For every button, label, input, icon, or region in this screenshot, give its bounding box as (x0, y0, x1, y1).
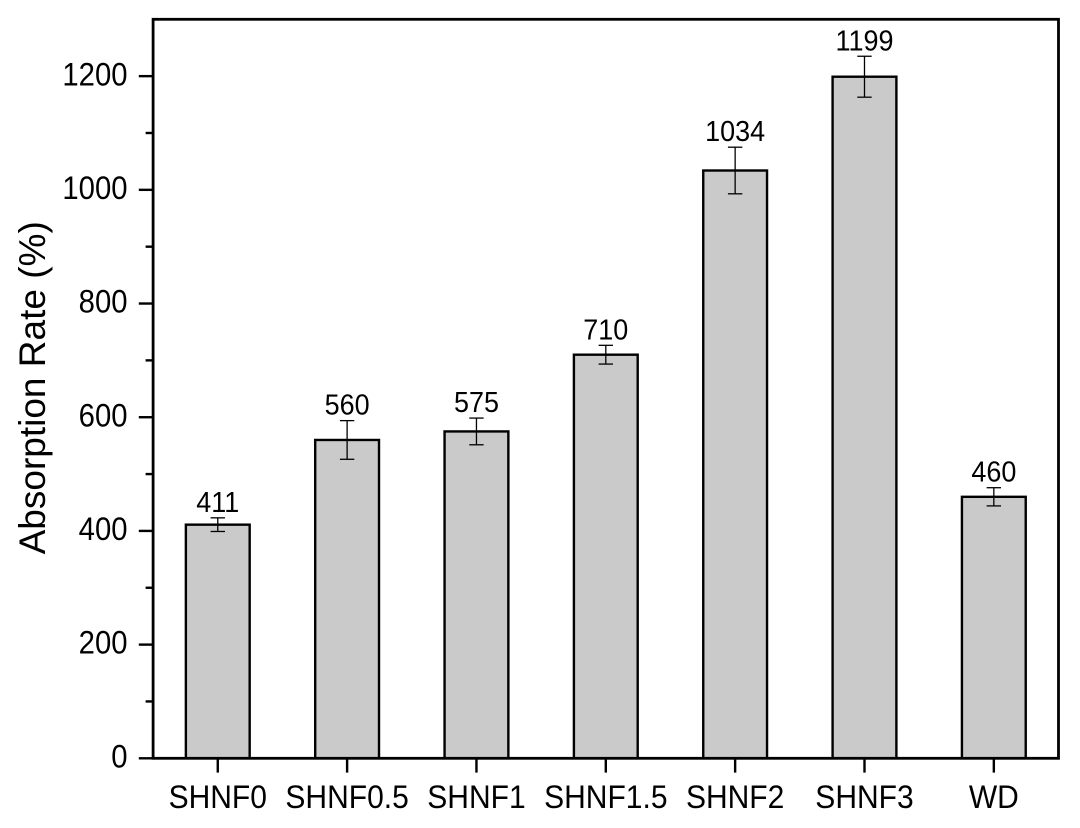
svg-text:SHNF0: SHNF0 (169, 779, 267, 815)
svg-text:SHNF1.5: SHNF1.5 (544, 779, 667, 815)
svg-text:710: 710 (583, 313, 628, 345)
svg-text:575: 575 (454, 386, 499, 418)
svg-text:800: 800 (79, 284, 128, 319)
svg-text:1000: 1000 (62, 171, 127, 206)
svg-text:SHNF0.5: SHNF0.5 (285, 779, 408, 815)
svg-text:1199: 1199 (835, 24, 893, 56)
svg-text:0: 0 (111, 739, 127, 774)
svg-text:SHNF2: SHNF2 (686, 779, 784, 815)
svg-text:600: 600 (79, 398, 128, 433)
svg-text:460: 460 (971, 456, 1016, 488)
svg-text:560: 560 (325, 389, 370, 421)
svg-text:200: 200 (79, 626, 128, 661)
svg-text:411: 411 (196, 486, 239, 518)
svg-text:Absorption Rate (%): Absorption Rate (%) (12, 221, 53, 554)
svg-text:SHNF3: SHNF3 (815, 779, 913, 815)
svg-text:400: 400 (79, 512, 128, 547)
svg-text:1200: 1200 (62, 57, 127, 92)
svg-text:WD: WD (969, 779, 1019, 815)
svg-text:SHNF1: SHNF1 (427, 779, 525, 815)
svg-text:1034: 1034 (705, 115, 765, 147)
